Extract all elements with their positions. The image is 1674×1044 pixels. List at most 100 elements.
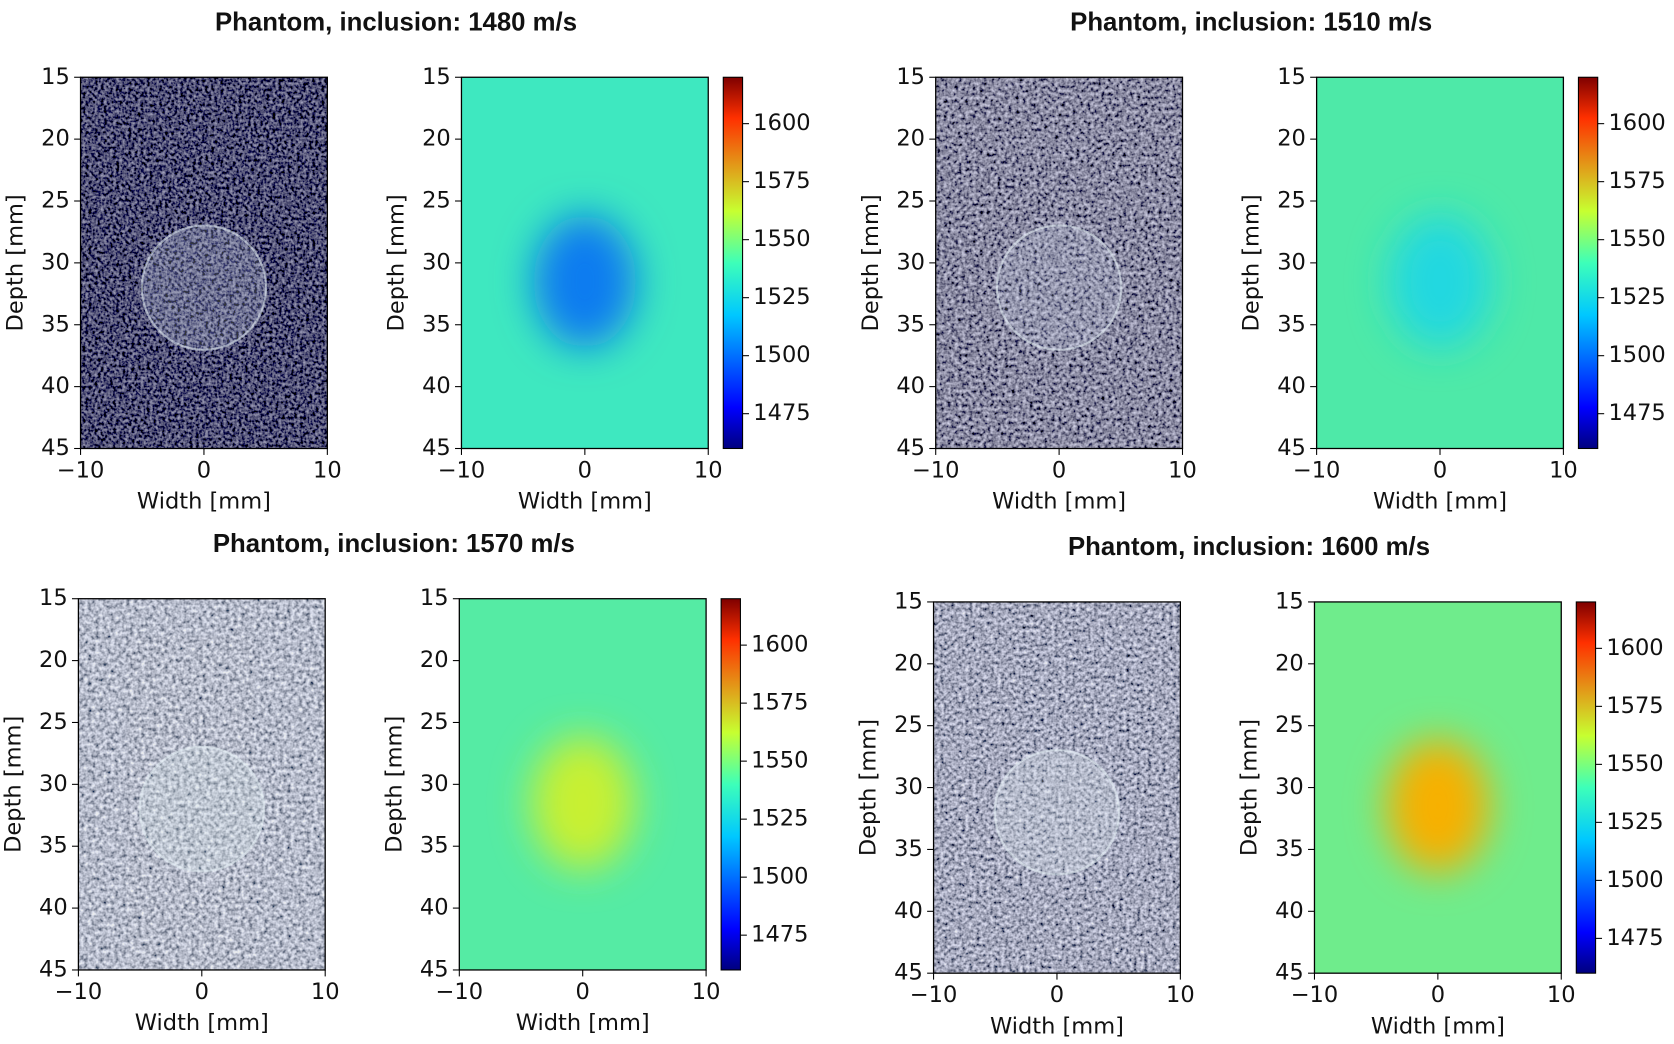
- colorbar-tick-label: 1500: [751, 864, 808, 890]
- y-tick-label: 40: [1275, 898, 1304, 924]
- y-tick-label: 35: [420, 833, 449, 859]
- x-axis-label: Width [mm]: [137, 489, 271, 515]
- y-tick-label: 20: [420, 647, 449, 673]
- y-tick-label: 25: [420, 709, 449, 735]
- y-tick-label: 30: [420, 771, 449, 797]
- sos-map: [1316, 77, 1564, 449]
- bmode-image: [935, 77, 1183, 449]
- y-tick-label: 30: [1275, 774, 1304, 800]
- x-tick-label: 0: [1052, 458, 1066, 484]
- colorbar-tick-label: 1575: [1608, 168, 1665, 194]
- speckle: [80, 77, 328, 449]
- y-tick-label: 45: [1277, 435, 1306, 461]
- colorbar-tick-label: 1550: [1606, 751, 1663, 777]
- y-tick-label: 45: [39, 956, 68, 982]
- colorbar-tick-label: 1500: [1608, 342, 1665, 368]
- x-tick-label: 0: [1433, 458, 1447, 484]
- x-tick-label: −10: [910, 982, 958, 1008]
- inclusion: [993, 749, 1121, 876]
- colorbar: [720, 598, 741, 971]
- bmode-image: [80, 77, 328, 449]
- y-tick-label: 20: [894, 650, 923, 676]
- y-tick-label: 40: [894, 898, 923, 924]
- x-tick-label: −10: [1291, 982, 1339, 1008]
- y-tick-label: 35: [1275, 836, 1304, 862]
- y-tick-label: 35: [39, 833, 68, 859]
- x-tick-label: 0: [195, 979, 209, 1005]
- x-tick-label: −10: [57, 458, 105, 484]
- y-tick-label: 30: [1277, 249, 1306, 275]
- bmode-image: [933, 601, 1181, 974]
- y-tick-label: 35: [896, 311, 925, 337]
- y-tick-label: 40: [1277, 373, 1306, 399]
- group-title: Phantom, inclusion: 1600 m/s: [1068, 533, 1430, 561]
- x-axis-label: Width [mm]: [135, 1010, 269, 1036]
- x-tick-label: 10: [692, 979, 721, 1005]
- y-tick-label: 35: [894, 836, 923, 862]
- speckle: [78, 598, 326, 970]
- y-axis-label: Depth [mm]: [1239, 194, 1265, 331]
- group-title: Phantom, inclusion: 1510 m/s: [1070, 8, 1432, 36]
- sos-map: [1314, 601, 1562, 974]
- group-title: Phantom, inclusion: 1480 m/s: [215, 8, 577, 36]
- y-tick-label: 20: [41, 126, 70, 152]
- x-axis-label: Width [mm]: [1373, 489, 1507, 515]
- y-tick-label: 20: [1275, 650, 1304, 676]
- x-tick-label: 10: [313, 458, 342, 484]
- colorbar-tick-label: 1525: [751, 806, 808, 832]
- colorbar-tick-label: 1500: [753, 342, 810, 368]
- y-tick-label: 45: [41, 435, 70, 461]
- y-tick-label: 20: [39, 647, 68, 673]
- y-tick-label: 25: [1277, 188, 1306, 214]
- y-tick-label: 15: [1275, 588, 1304, 614]
- colorbar: [722, 76, 744, 450]
- y-tick-label: 35: [1277, 311, 1306, 337]
- colorbar-tick-label: 1575: [751, 690, 808, 716]
- x-axis-label: Width [mm]: [518, 489, 652, 515]
- inclusion: [138, 745, 266, 873]
- sos-blob: [1386, 739, 1490, 873]
- y-tick-label: 25: [894, 712, 923, 738]
- sos-map: [459, 598, 707, 970]
- y-tick-label: 35: [41, 311, 70, 337]
- y-tick-label: 20: [1277, 126, 1306, 152]
- colorbar-tick-label: 1475: [751, 922, 808, 948]
- y-tick-label: 30: [41, 249, 70, 275]
- x-tick-label: 0: [576, 979, 590, 1005]
- colorbar-tick-label: 1475: [753, 400, 810, 426]
- colorbar-tick-label: 1600: [1608, 110, 1665, 136]
- y-tick-label: 40: [41, 373, 70, 399]
- x-tick-label: 10: [1168, 458, 1197, 484]
- y-tick-label: 25: [39, 709, 68, 735]
- group-title: Phantom, inclusion: 1570 m/s: [213, 530, 575, 558]
- x-tick-label: −10: [55, 979, 103, 1005]
- x-axis-label: Width [mm]: [990, 1013, 1124, 1039]
- colorbar-tick-label: 1525: [753, 284, 810, 310]
- y-tick-label: 15: [39, 585, 68, 611]
- y-tick-label: 45: [894, 960, 923, 986]
- y-tick-label: 25: [41, 188, 70, 214]
- y-tick-label: 25: [1275, 712, 1304, 738]
- x-axis-label: Width [mm]: [1371, 1013, 1505, 1039]
- y-tick-label: 15: [1277, 64, 1306, 90]
- colorbar-tick-label: 1475: [1608, 400, 1665, 426]
- y-tick-label: 20: [896, 126, 925, 152]
- x-axis-label: Width [mm]: [516, 1010, 650, 1036]
- y-tick-label: 15: [896, 64, 925, 90]
- sos-blob: [533, 214, 637, 348]
- y-axis-label: Depth [mm]: [1237, 719, 1263, 856]
- y-tick-label: 25: [422, 188, 451, 214]
- sos-blob: [1388, 214, 1492, 348]
- y-tick-label: 25: [896, 188, 925, 214]
- x-tick-label: 0: [1431, 982, 1445, 1008]
- y-tick-label: 15: [422, 64, 451, 90]
- x-tick-label: 0: [1050, 982, 1064, 1008]
- x-tick-label: −10: [438, 458, 486, 484]
- x-tick-label: 10: [694, 458, 723, 484]
- y-axis-label: Depth [mm]: [3, 194, 29, 331]
- colorbar: [1577, 76, 1599, 450]
- sos-blob: [531, 736, 635, 870]
- inclusion: [995, 224, 1123, 351]
